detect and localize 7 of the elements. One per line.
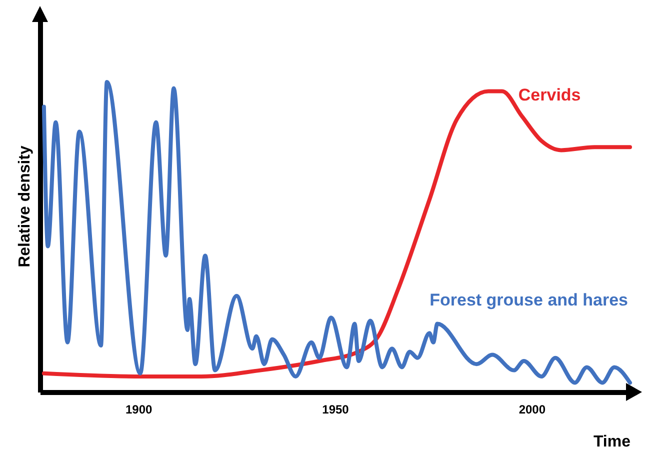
- x-tick-label: 2000: [518, 402, 546, 416]
- series-label: Cervids: [518, 85, 581, 104]
- x-tick-label: 1900: [125, 402, 153, 416]
- x-axis-title: Time: [593, 434, 631, 450]
- series-label: Forest grouse and hares: [430, 290, 628, 310]
- x-tick-label: 1950: [322, 402, 350, 416]
- y-axis-title: Relative density: [16, 145, 34, 268]
